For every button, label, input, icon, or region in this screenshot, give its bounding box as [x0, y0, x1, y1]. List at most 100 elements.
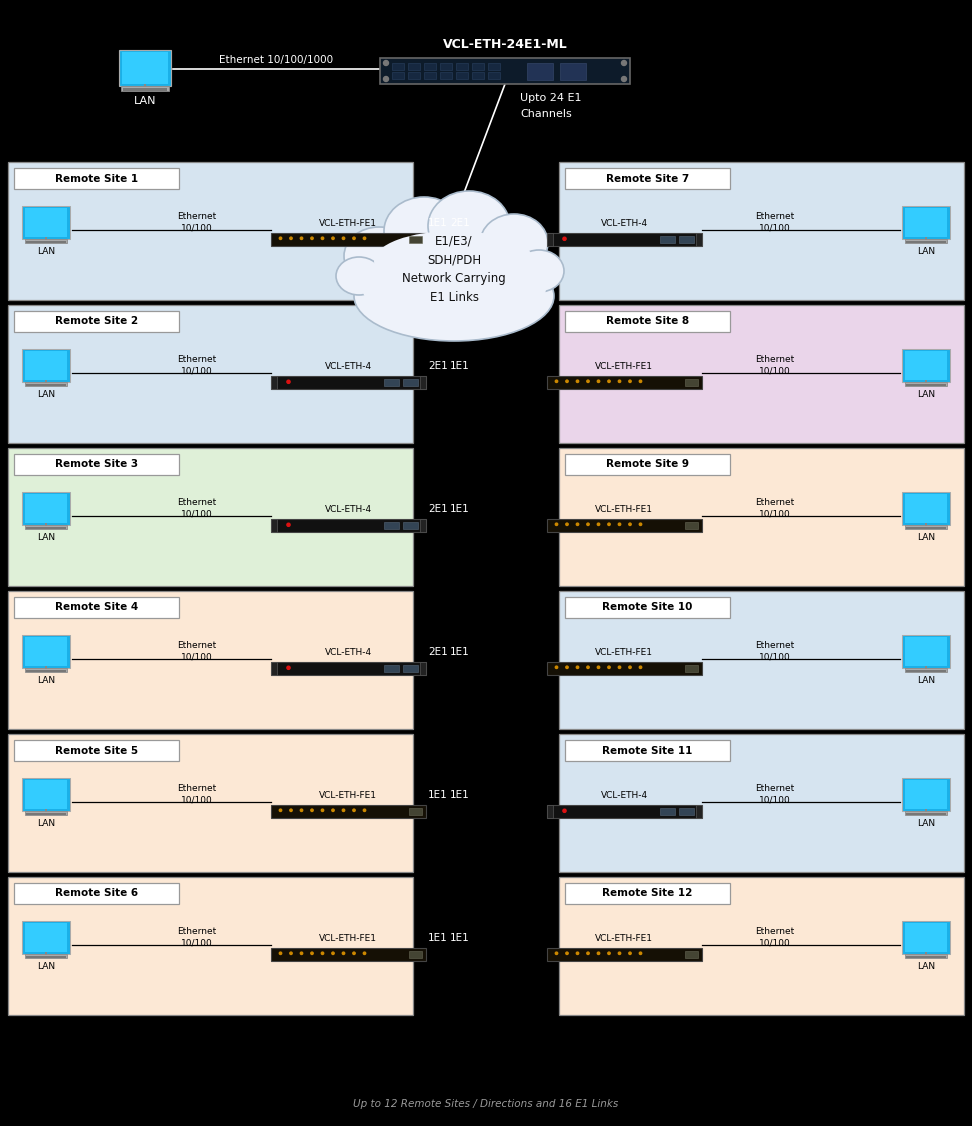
Circle shape: [311, 810, 313, 812]
Text: 10/100: 10/100: [759, 938, 791, 947]
FancyBboxPatch shape: [559, 734, 964, 872]
Circle shape: [331, 810, 334, 812]
Text: 1E1: 1E1: [428, 218, 448, 227]
Circle shape: [287, 667, 290, 669]
Circle shape: [608, 381, 610, 383]
FancyBboxPatch shape: [527, 63, 553, 80]
Text: Remote Site 3: Remote Site 3: [55, 459, 138, 470]
FancyBboxPatch shape: [902, 349, 950, 382]
FancyBboxPatch shape: [8, 448, 413, 586]
FancyBboxPatch shape: [408, 63, 420, 71]
Text: 10/100: 10/100: [759, 795, 791, 804]
FancyBboxPatch shape: [122, 52, 168, 83]
FancyBboxPatch shape: [270, 662, 426, 674]
FancyBboxPatch shape: [559, 305, 964, 443]
FancyBboxPatch shape: [8, 162, 413, 300]
FancyBboxPatch shape: [22, 492, 70, 525]
FancyBboxPatch shape: [546, 662, 702, 674]
Text: Remote Site 10: Remote Site 10: [603, 602, 693, 613]
FancyBboxPatch shape: [22, 778, 70, 811]
FancyBboxPatch shape: [678, 235, 693, 243]
Ellipse shape: [384, 197, 464, 265]
FancyBboxPatch shape: [408, 950, 422, 958]
Circle shape: [555, 667, 558, 669]
Circle shape: [640, 381, 642, 383]
Circle shape: [618, 667, 621, 669]
Text: Up to 12 Remote Sites / Directions and 16 E1 Links: Up to 12 Remote Sites / Directions and 1…: [354, 1099, 618, 1109]
FancyBboxPatch shape: [440, 72, 452, 79]
Text: Ethernet: Ethernet: [755, 499, 795, 508]
Text: 1E1: 1E1: [450, 504, 470, 513]
FancyBboxPatch shape: [565, 454, 730, 475]
Circle shape: [300, 953, 302, 955]
Circle shape: [364, 953, 365, 955]
FancyBboxPatch shape: [25, 351, 67, 379]
Text: Remote Site 9: Remote Site 9: [606, 459, 689, 470]
FancyBboxPatch shape: [424, 72, 436, 79]
FancyBboxPatch shape: [24, 811, 67, 815]
Text: 2E1: 2E1: [428, 504, 448, 513]
Circle shape: [618, 381, 621, 383]
Text: Ethernet: Ethernet: [755, 356, 795, 365]
FancyBboxPatch shape: [559, 448, 964, 586]
Text: 10/100: 10/100: [181, 938, 213, 947]
FancyBboxPatch shape: [24, 954, 67, 958]
Text: Ethernet: Ethernet: [755, 642, 795, 651]
Circle shape: [608, 667, 610, 669]
Text: 1E1: 1E1: [450, 647, 470, 656]
Ellipse shape: [514, 250, 564, 292]
FancyBboxPatch shape: [905, 239, 948, 243]
FancyBboxPatch shape: [22, 635, 70, 668]
FancyBboxPatch shape: [906, 813, 946, 815]
FancyBboxPatch shape: [14, 454, 179, 475]
Text: VCL-ETH-FE1: VCL-ETH-FE1: [595, 647, 653, 656]
Circle shape: [322, 238, 324, 240]
Circle shape: [290, 238, 293, 240]
Text: VCL-ETH-FE1: VCL-ETH-FE1: [595, 504, 653, 513]
FancyBboxPatch shape: [678, 807, 693, 815]
Text: 2E1: 2E1: [450, 218, 470, 227]
Text: LAN: LAN: [917, 963, 935, 972]
FancyBboxPatch shape: [8, 305, 413, 443]
Circle shape: [342, 238, 345, 240]
FancyBboxPatch shape: [24, 382, 67, 386]
FancyBboxPatch shape: [270, 233, 426, 245]
FancyBboxPatch shape: [24, 525, 67, 529]
FancyBboxPatch shape: [420, 376, 426, 388]
Ellipse shape: [374, 231, 534, 291]
FancyBboxPatch shape: [24, 668, 67, 672]
Circle shape: [587, 381, 589, 383]
FancyBboxPatch shape: [26, 956, 66, 958]
Text: Ethernet: Ethernet: [755, 928, 795, 937]
Circle shape: [598, 524, 600, 526]
Circle shape: [621, 61, 627, 65]
Text: Remote Site 11: Remote Site 11: [603, 745, 693, 756]
Circle shape: [576, 524, 578, 526]
FancyBboxPatch shape: [560, 63, 586, 80]
FancyBboxPatch shape: [906, 384, 946, 386]
Text: LAN: LAN: [917, 677, 935, 686]
FancyBboxPatch shape: [26, 384, 66, 386]
Text: Upto 24 E1
Channels: Upto 24 E1 Channels: [520, 93, 581, 118]
Circle shape: [566, 667, 569, 669]
FancyBboxPatch shape: [696, 233, 702, 245]
FancyBboxPatch shape: [8, 734, 413, 872]
Circle shape: [587, 953, 589, 955]
Circle shape: [353, 953, 355, 955]
FancyBboxPatch shape: [270, 376, 276, 388]
Text: LAN: LAN: [917, 534, 935, 543]
Circle shape: [279, 238, 282, 240]
FancyBboxPatch shape: [270, 805, 426, 817]
Circle shape: [566, 953, 569, 955]
Text: Ethernet: Ethernet: [177, 213, 217, 222]
Circle shape: [364, 238, 365, 240]
Text: Remote Site 2: Remote Site 2: [55, 316, 138, 327]
FancyBboxPatch shape: [902, 206, 950, 239]
Circle shape: [364, 810, 365, 812]
Text: 10/100: 10/100: [181, 652, 213, 661]
FancyBboxPatch shape: [659, 235, 675, 243]
FancyBboxPatch shape: [905, 494, 947, 522]
Circle shape: [331, 238, 334, 240]
FancyBboxPatch shape: [392, 63, 404, 71]
FancyBboxPatch shape: [392, 72, 404, 79]
